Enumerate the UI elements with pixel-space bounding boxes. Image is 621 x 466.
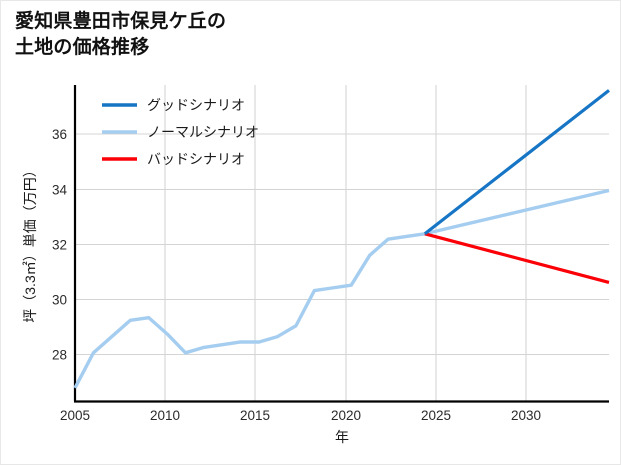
y-gridlines bbox=[75, 133, 609, 356]
series-line-bad-scenario bbox=[424, 232, 610, 285]
y-axis-title: 坪（3.3㎡）単価（万円） bbox=[22, 163, 38, 322]
x-tick-labels: 2005 2010 2015 2020 2025 2030 bbox=[60, 408, 541, 423]
chart-legend: グッドシナリオ ノーマルシナリオ バッドシナリオ bbox=[102, 97, 259, 167]
y-tick-labels: 36 34 32 30 28 bbox=[52, 127, 68, 363]
legend-label-normal-scenario: ノーマルシナリオ bbox=[147, 124, 259, 140]
x-tick-label-2030: 2030 bbox=[511, 408, 541, 423]
y-tick-label-30: 30 bbox=[52, 293, 67, 308]
x-tick-label-2025: 2025 bbox=[421, 408, 451, 423]
chart-title: 愛知県豊田市保見ケ丘の 土地の価格推移 bbox=[15, 11, 227, 58]
x-tick-label-2015: 2015 bbox=[240, 408, 270, 423]
legend-label-bad-scenario: バッドシナリオ bbox=[147, 151, 245, 167]
y-tick-label-32: 32 bbox=[52, 238, 67, 253]
x-tick-label-2010: 2010 bbox=[150, 408, 180, 423]
series-group bbox=[73, 89, 610, 389]
series-line-good-scenario bbox=[423, 89, 610, 236]
series-line-normal-scenario bbox=[73, 188, 610, 389]
legend-label-good-scenario: グッドシナリオ bbox=[147, 97, 245, 113]
x-gridlines bbox=[164, 85, 527, 401]
x-tick-label-2020: 2020 bbox=[331, 408, 361, 423]
y-tick-label-34: 34 bbox=[52, 183, 68, 198]
x-axis-title: 年 bbox=[335, 429, 349, 445]
y-tick-label-36: 36 bbox=[52, 127, 67, 142]
x-tick-label-2005: 2005 bbox=[60, 408, 90, 423]
y-tick-label-28: 28 bbox=[52, 348, 67, 363]
